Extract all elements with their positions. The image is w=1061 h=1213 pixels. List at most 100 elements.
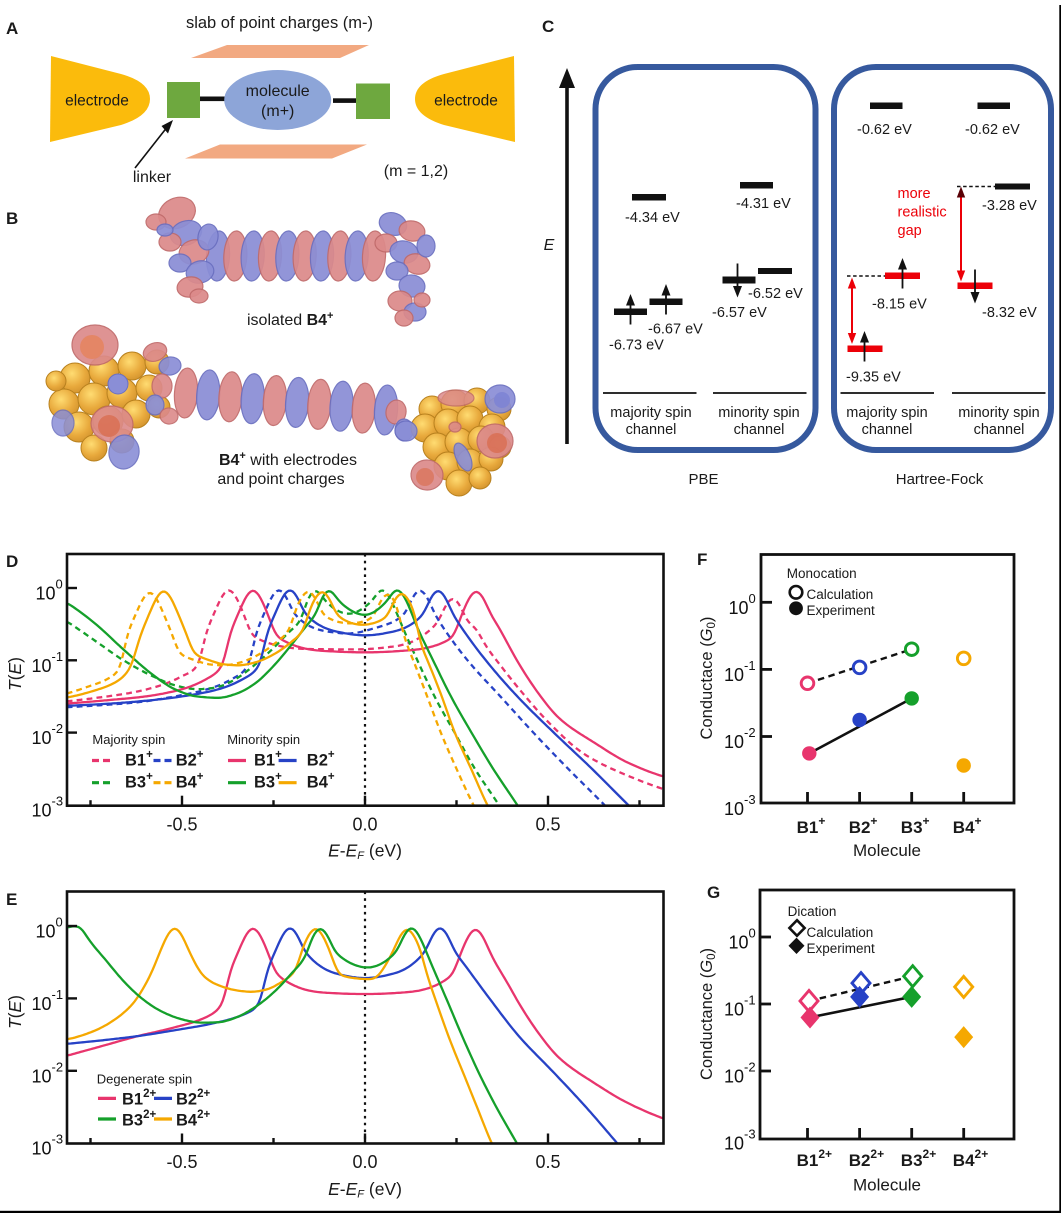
svg-text:-8.32 eV: -8.32 eV: [982, 305, 1037, 321]
svg-text:majority spin: majority spin: [846, 405, 927, 421]
svg-text:B4+: B4+: [953, 814, 982, 837]
svg-text:(m+): (m+): [261, 103, 294, 120]
svg-text:isolated B4+: isolated B4+: [247, 310, 333, 329]
svg-text:10-3: 10-3: [32, 793, 64, 820]
svg-text:Monocation: Monocation: [787, 566, 857, 581]
svg-text:B12+: B12+: [797, 1147, 832, 1170]
svg-text:gap: gap: [898, 223, 922, 239]
svg-text:Majority spin: Majority spin: [92, 732, 165, 747]
svg-text:linker: linker: [133, 169, 172, 186]
svg-text:100: 100: [36, 577, 63, 604]
svg-text:Dication: Dication: [788, 904, 837, 919]
svg-text:B4+ with electrodes: B4+ with electrodes: [219, 450, 357, 469]
svg-text:B32+: B32+: [901, 1147, 936, 1170]
svg-text:B3+: B3+: [254, 771, 282, 792]
svg-text:10-2: 10-2: [32, 1059, 64, 1086]
svg-text:Hartree-Fock: Hartree-Fock: [896, 471, 984, 488]
svg-text:(m = 1,2): (m = 1,2): [384, 163, 448, 180]
svg-text:G: G: [707, 883, 720, 902]
svg-text:-6.67 eV: -6.67 eV: [648, 322, 703, 338]
svg-text:0.0: 0.0: [352, 815, 377, 835]
svg-text:10-3: 10-3: [724, 1127, 756, 1154]
svg-text:and point charges: and point charges: [217, 471, 344, 488]
svg-text:-3.28 eV: -3.28 eV: [982, 198, 1037, 214]
svg-text:T(E): T(E): [5, 995, 25, 1029]
svg-text:10-1: 10-1: [724, 993, 756, 1020]
svg-text:minority spin: minority spin: [958, 405, 1039, 421]
svg-text:E: E: [6, 890, 17, 909]
svg-text:100: 100: [729, 926, 756, 953]
svg-text:B3+: B3+: [901, 814, 930, 837]
svg-text:F: F: [697, 550, 707, 569]
svg-text:-0.62 eV: -0.62 eV: [965, 122, 1020, 138]
svg-text:B1+: B1+: [797, 814, 826, 837]
svg-text:B: B: [6, 209, 18, 228]
svg-text:slab of point charges (m-): slab of point charges (m-): [186, 14, 373, 32]
svg-text:D: D: [6, 552, 18, 571]
svg-text:B42+: B42+: [176, 1109, 210, 1130]
svg-text:E: E: [544, 237, 555, 254]
svg-text:B3+: B3+: [125, 771, 153, 792]
svg-text:-0.5: -0.5: [166, 1152, 197, 1172]
svg-text:B4+: B4+: [176, 771, 204, 792]
svg-text:B1+: B1+: [254, 749, 282, 770]
svg-text:10-3: 10-3: [724, 792, 756, 819]
svg-text:Degenerate spin: Degenerate spin: [97, 1072, 192, 1087]
svg-text:realistic: realistic: [898, 205, 947, 221]
svg-text:10-2: 10-2: [32, 721, 64, 748]
svg-text:A: A: [6, 19, 18, 38]
svg-text:Calculation: Calculation: [807, 587, 874, 602]
svg-text:B2+: B2+: [849, 814, 878, 837]
svg-text:Molecule: Molecule: [853, 1176, 921, 1195]
svg-text:-8.15 eV: -8.15 eV: [872, 297, 927, 313]
svg-text:electrode: electrode: [65, 93, 129, 110]
svg-text:molecule: molecule: [246, 83, 310, 100]
svg-text:0.0: 0.0: [352, 1152, 377, 1172]
svg-text:B4+: B4+: [307, 771, 335, 792]
svg-text:10-1: 10-1: [724, 658, 756, 685]
svg-text:B12+: B12+: [122, 1088, 156, 1109]
svg-text:B1+: B1+: [125, 749, 153, 770]
svg-text:-9.35 eV: -9.35 eV: [846, 370, 901, 386]
svg-text:10-1: 10-1: [32, 649, 64, 676]
svg-text:10-2: 10-2: [724, 1060, 756, 1087]
svg-text:B22+: B22+: [176, 1088, 210, 1109]
svg-text:100: 100: [729, 591, 756, 618]
svg-text:-0.5: -0.5: [166, 815, 197, 835]
svg-text:channel: channel: [862, 422, 913, 438]
svg-text:Calculation: Calculation: [807, 925, 874, 940]
svg-text:more: more: [898, 186, 931, 202]
svg-text:B22+: B22+: [849, 1147, 884, 1170]
svg-text:-6.57 eV: -6.57 eV: [712, 305, 767, 321]
svg-text:0.5: 0.5: [535, 1152, 560, 1172]
svg-text:C: C: [542, 17, 554, 36]
svg-text:10-3: 10-3: [32, 1132, 64, 1159]
svg-text:-0.62 eV: -0.62 eV: [857, 122, 912, 138]
svg-text:10-2: 10-2: [724, 725, 756, 752]
svg-text:minority spin: minority spin: [718, 405, 799, 421]
svg-text:100: 100: [36, 915, 63, 942]
svg-text:T(E): T(E): [5, 657, 25, 691]
svg-text:channel: channel: [734, 422, 785, 438]
svg-text:channel: channel: [626, 422, 677, 438]
svg-text:-6.52 eV: -6.52 eV: [748, 286, 803, 302]
svg-text:B32+: B32+: [122, 1109, 156, 1130]
svg-text:Conductance (G0): Conductance (G0): [698, 948, 718, 1080]
svg-text:Minority spin: Minority spin: [227, 732, 300, 747]
svg-text:10-1: 10-1: [32, 987, 64, 1014]
svg-text:Experiment: Experiment: [807, 941, 876, 956]
svg-text:channel: channel: [974, 422, 1025, 438]
svg-text:-4.31 eV: -4.31 eV: [736, 196, 791, 212]
svg-text:-4.34 eV: -4.34 eV: [625, 210, 680, 226]
svg-text:B2+: B2+: [307, 749, 335, 770]
svg-text:Experiment: Experiment: [807, 603, 876, 618]
svg-text:B42+: B42+: [953, 1147, 988, 1170]
svg-text:Conductace (G0): Conductace (G0): [698, 617, 718, 740]
svg-text:B2+: B2+: [176, 749, 204, 770]
svg-text:E-EF (eV): E-EF (eV): [328, 1179, 402, 1201]
svg-text:0.5: 0.5: [535, 815, 560, 835]
svg-text:-6.73 eV: -6.73 eV: [609, 338, 664, 354]
svg-text:PBE: PBE: [688, 471, 718, 488]
svg-text:Molecule: Molecule: [853, 841, 921, 860]
svg-text:electrode: electrode: [434, 93, 498, 110]
